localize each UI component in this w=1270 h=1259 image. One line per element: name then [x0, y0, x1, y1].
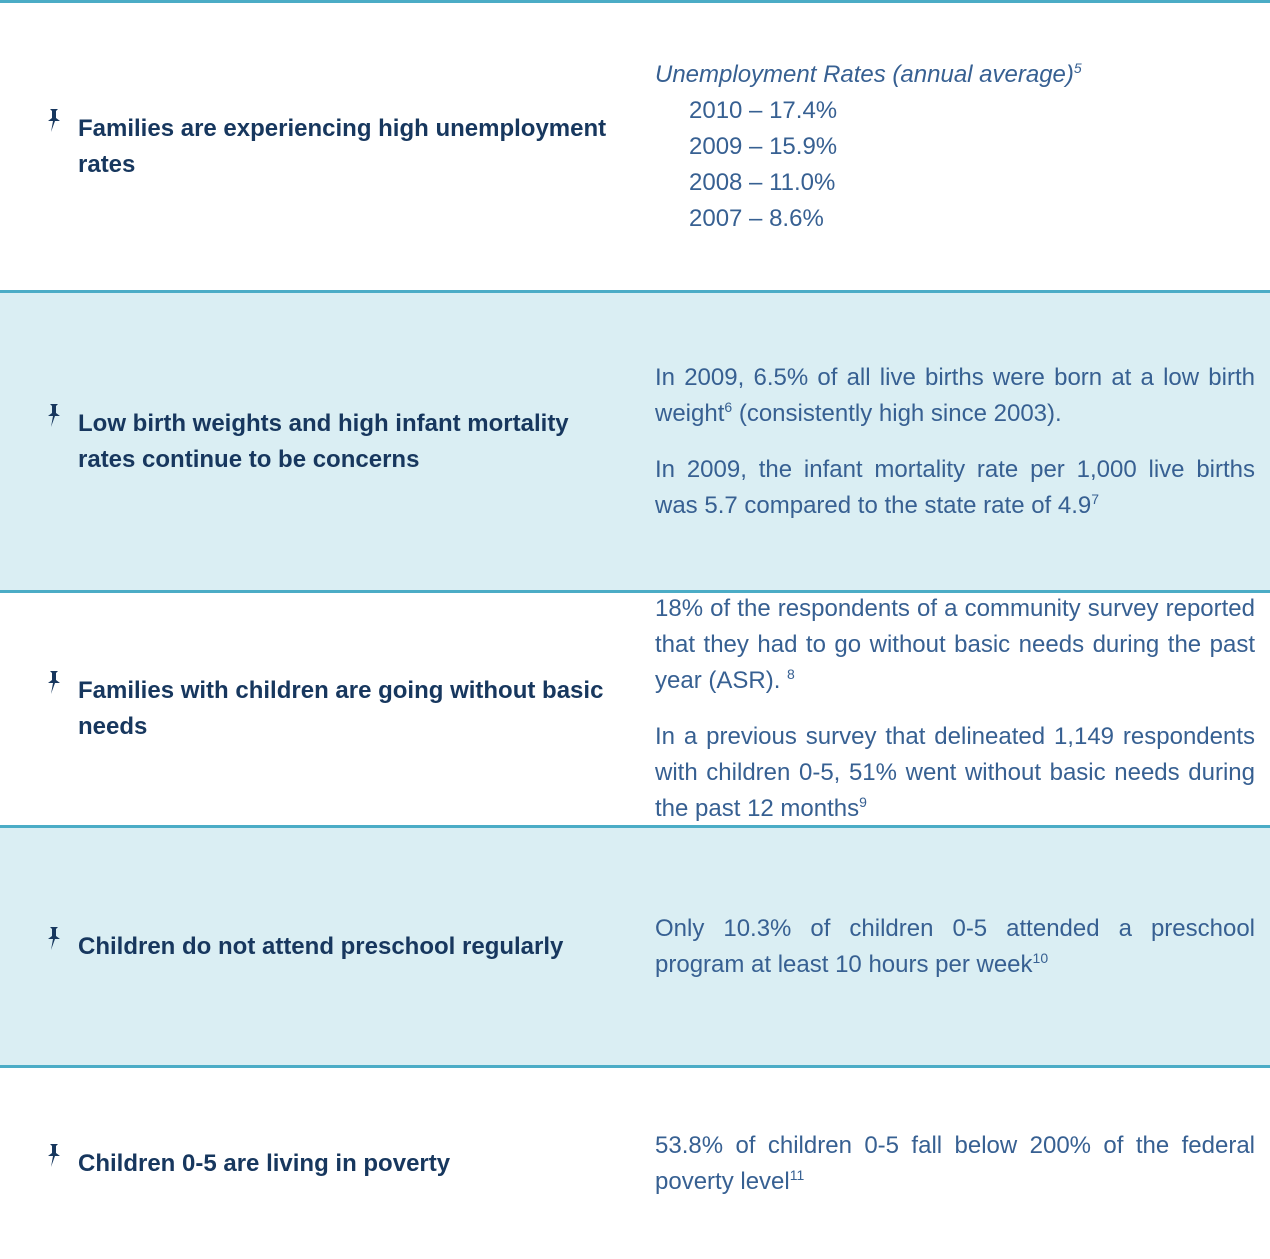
table-row: Children do not attend preschool regular… — [0, 825, 1270, 1065]
pin-icon — [48, 403, 60, 427]
pin — [44, 925, 66, 951]
detail-cell: Only 10.3% of children 0-5 attended a pr… — [655, 911, 1255, 983]
detail-cell: 53.8% of children 0-5 fall below 200% of… — [655, 1128, 1255, 1200]
footnote-ref: 9 — [859, 794, 867, 810]
rate-item: 2007 – 8.6% — [689, 204, 824, 232]
issue-cell: Families with children are going without… — [0, 671, 640, 745]
paragraph: In a previous survey that delineated 1,1… — [655, 719, 1255, 827]
table-row: Families with children are going without… — [0, 590, 1270, 825]
issue-cell: Children do not attend preschool regular… — [0, 926, 640, 965]
footnote-ref: 8 — [787, 666, 795, 682]
issue-text: Families with children are going without… — [78, 677, 604, 740]
paragraph: In 2009, the infant mortality rate per 1… — [655, 452, 1255, 524]
footnote-ref: 5 — [1073, 59, 1082, 76]
paragraph: Only 10.3% of children 0-5 attended a pr… — [655, 911, 1255, 983]
issue-text: Low birth weights and high infant mortal… — [78, 409, 569, 473]
issue-text: Families are experiencing high unemploym… — [78, 114, 607, 178]
caption: Unemployment Rates (annual average)5 — [655, 57, 1255, 93]
pin-icon — [48, 926, 60, 950]
paragraph: 18% of the respondents of a community su… — [655, 591, 1255, 699]
paragraph: 53.8% of children 0-5 fall below 200% of… — [655, 1128, 1255, 1200]
footnote-ref: 7 — [1091, 490, 1100, 507]
issue-cell: Children 0-5 are living in poverty — [0, 1143, 640, 1182]
paragraph-text: In 2009, 6.5% of all live births were bo… — [655, 363, 1255, 427]
paragraph-text: In 2009, the infant mortality rate per 1… — [655, 455, 1255, 519]
paragraph-text: In a previous survey that delineated 1,1… — [655, 723, 1255, 822]
rate-item: 2008 – 11.0% — [689, 168, 836, 196]
paragraph-text: 53.8% of children 0-5 fall below 200% of… — [655, 1131, 1255, 1195]
pin-icon — [48, 671, 60, 694]
table-row: Low birth weights and high infant mortal… — [0, 290, 1270, 590]
detail-cell: 18% of the respondents of a community su… — [655, 591, 1255, 827]
detail-cell: Unemployment Rates (annual average)5 2010… — [655, 57, 1255, 237]
caption-text: Unemployment Rates (annual average) — [655, 60, 1074, 88]
paragraph-text: Only 10.3% of children 0-5 attended a pr… — [655, 914, 1255, 978]
issue-cell: Low birth weights and high infant mortal… — [0, 403, 640, 478]
issue-cell: Families are experiencing high unemploym… — [0, 108, 640, 183]
issue-text: Children do not attend preschool regular… — [78, 932, 564, 960]
paragraph-text: (consistently high since 2003). — [732, 399, 1062, 427]
paragraph: In 2009, 6.5% of all live births were bo… — [655, 360, 1255, 432]
pin — [44, 1142, 66, 1168]
detail-cell: In 2009, 6.5% of all live births were bo… — [655, 360, 1255, 524]
issue-text: Children 0-5 are living in poverty — [78, 1149, 451, 1177]
pin — [44, 107, 66, 133]
table-row: Families are experiencing high unemploym… — [0, 0, 1270, 290]
footnote-ref: 6 — [724, 398, 733, 415]
paragraph-text: 18% of the respondents of a community su… — [655, 595, 1255, 694]
rate-item: 2010 – 17.4% — [689, 96, 838, 124]
footnote-ref: 11 — [789, 1166, 805, 1183]
pin — [44, 669, 66, 695]
pin-icon — [48, 1143, 60, 1167]
pin — [44, 402, 66, 428]
rate-item: 2009 – 15.9% — [689, 132, 838, 160]
table-row: Children 0-5 are living in poverty 53.8% … — [0, 1065, 1270, 1259]
footnote-ref: 10 — [1032, 949, 1049, 966]
pin-icon — [48, 108, 60, 132]
